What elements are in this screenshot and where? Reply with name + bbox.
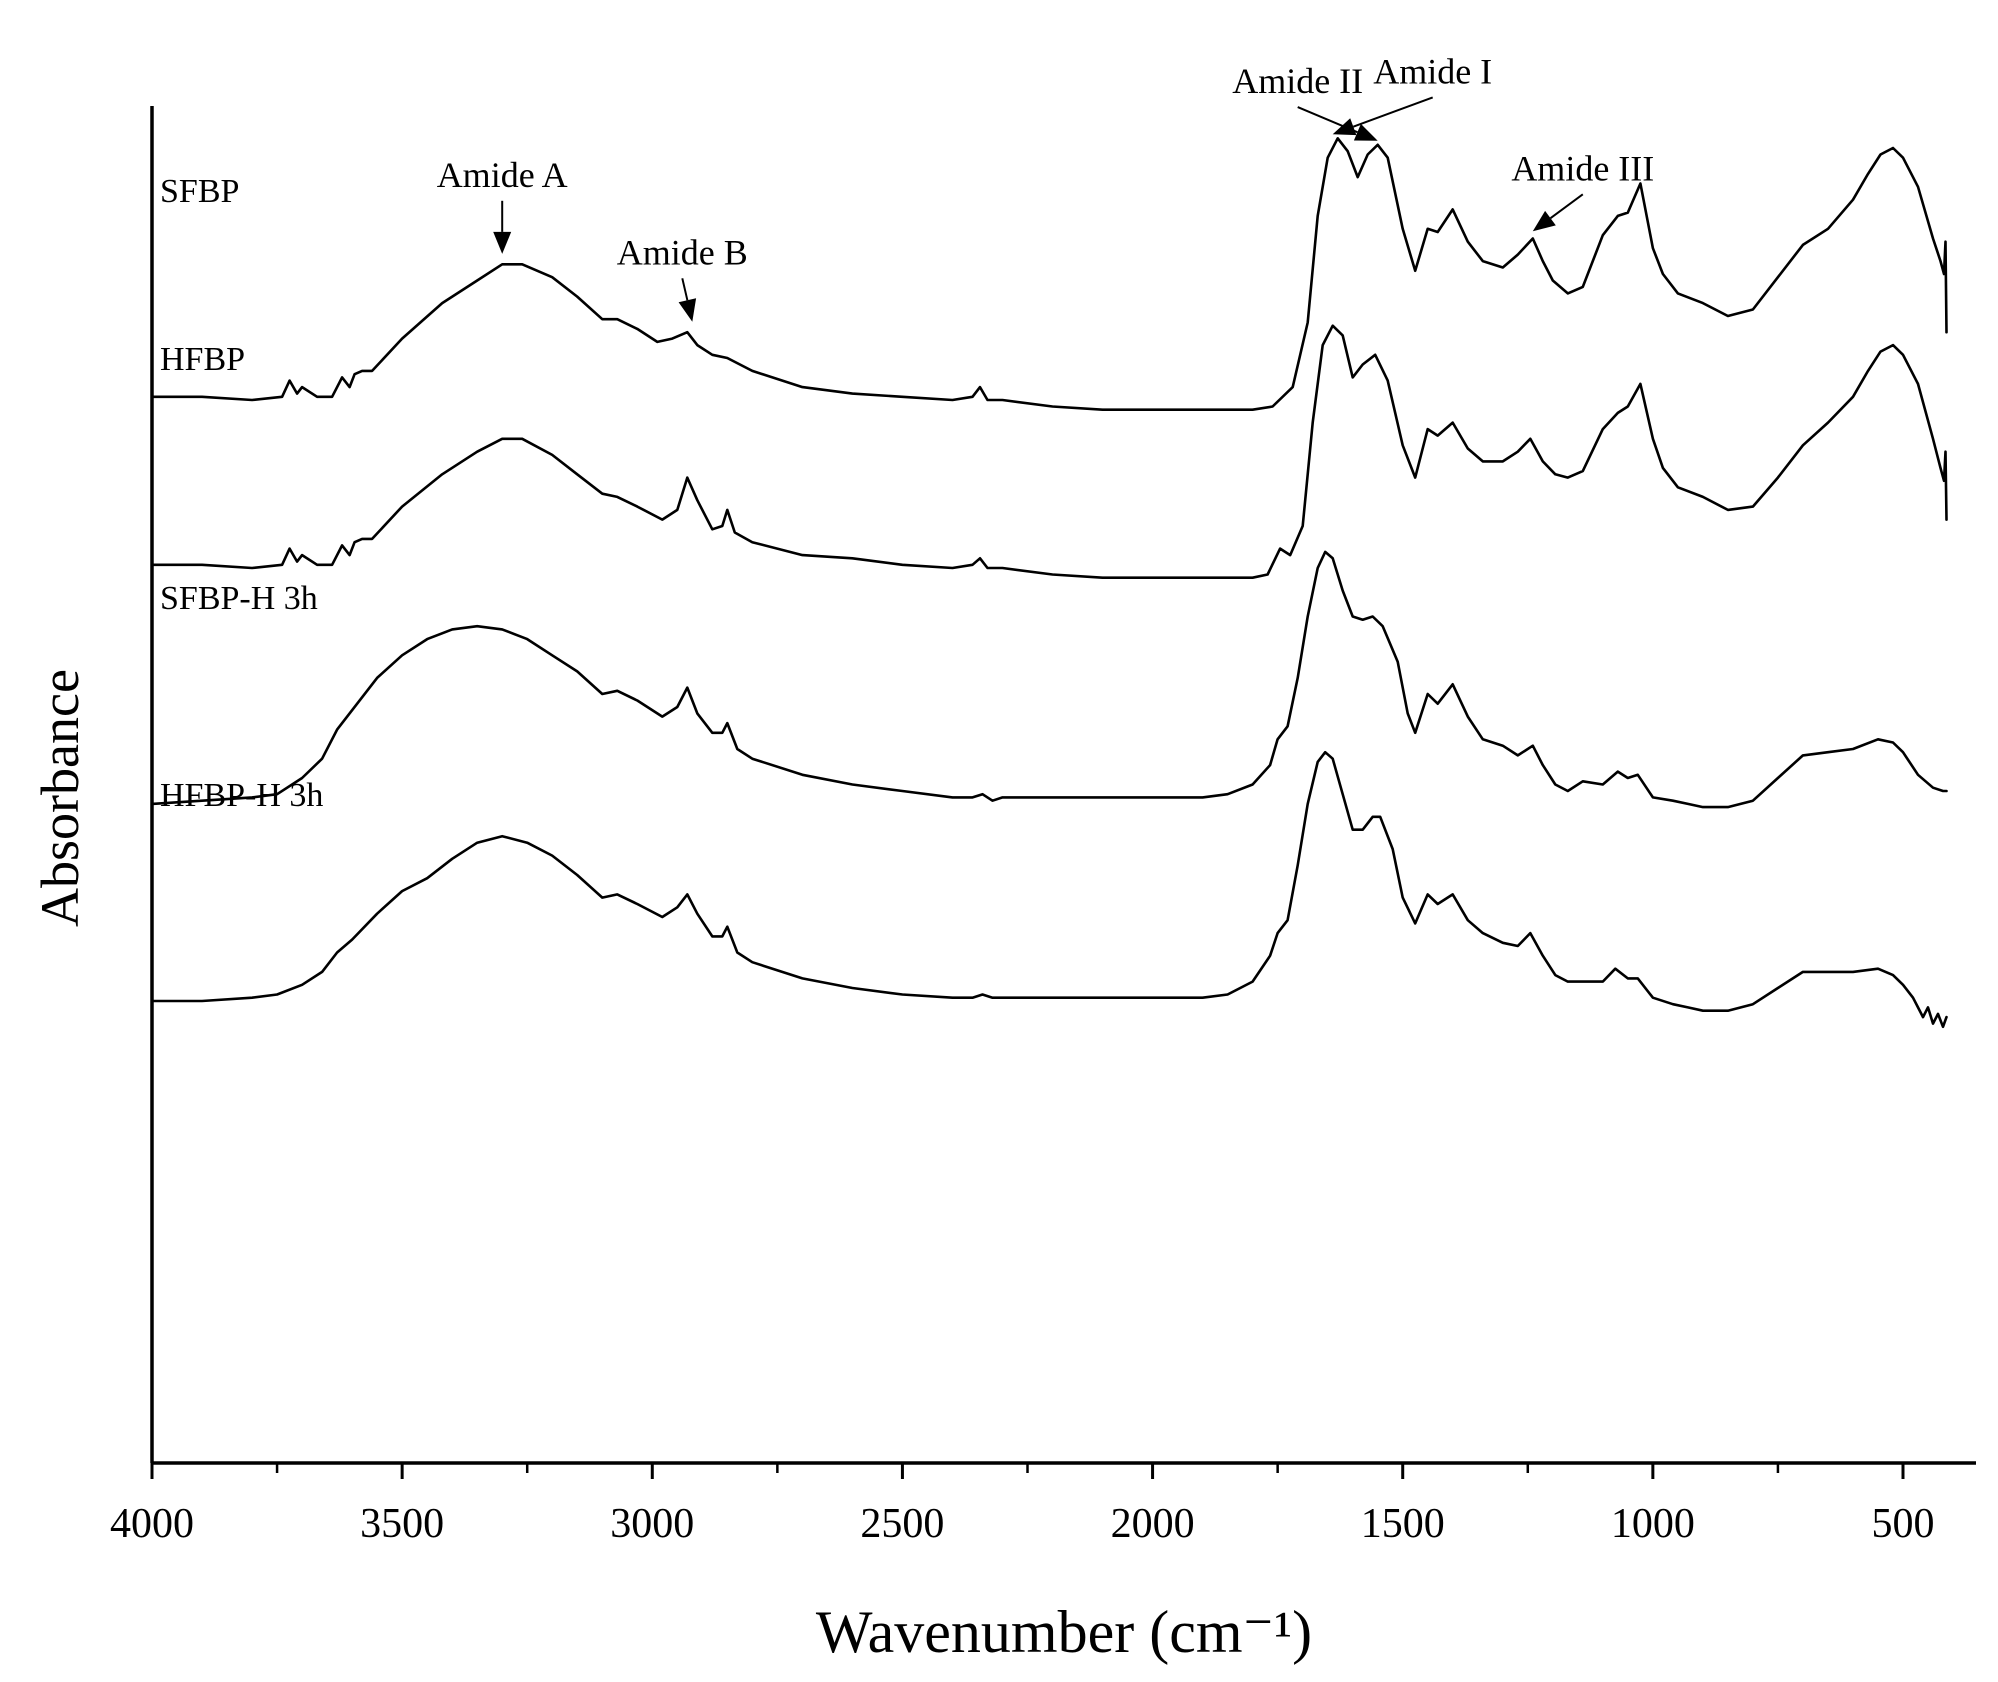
y-axis-label: Absorbance bbox=[30, 669, 90, 927]
annotation-label-amide-a: Amide A bbox=[437, 155, 568, 195]
annotation-label-amide-iii: Amide III bbox=[1511, 148, 1654, 188]
annotation-label-amide-i: Amide I bbox=[1373, 51, 1492, 91]
annotation-arrowhead-amide-iii bbox=[1532, 210, 1556, 232]
axis-layer: 4000 3500 3000 2500 2000 1500 1000 500 bbox=[110, 106, 1976, 1547]
series-line-hfbp bbox=[150, 324, 1948, 579]
series-label-hfbp-h-3h: HFBP-H 3h bbox=[160, 777, 323, 814]
annotation-arrowhead-amide-ii bbox=[1353, 123, 1378, 141]
series-line-sfbp bbox=[150, 137, 1948, 411]
x-axis-label: Wavenumber (cm⁻¹) bbox=[816, 1599, 1312, 1665]
annotation-arrow-amide-b bbox=[681, 278, 689, 301]
series-line-hfbp-h-3h bbox=[150, 750, 1948, 1029]
annotation-arrow-amide-iii bbox=[1549, 193, 1584, 220]
x-tick-label-2500: 2500 bbox=[860, 1501, 944, 1547]
series-layer: SFBP HFBP SFBP-H 3h HFBP-H 3h bbox=[150, 137, 1948, 1029]
annotation-label-amide-b: Amide B bbox=[617, 232, 748, 272]
x-tick-label-1000: 1000 bbox=[1611, 1501, 1695, 1547]
x-tick-label-2000: 2000 bbox=[1111, 1501, 1195, 1547]
series-label-hfbp: HFBP bbox=[160, 341, 245, 378]
series-label-sfbp-h-3h: SFBP-H 3h bbox=[160, 580, 318, 617]
x-tick-label-3000: 3000 bbox=[610, 1501, 694, 1547]
annotation-arrowhead-amide-b bbox=[678, 298, 697, 322]
series-line-sfbp-h-3h bbox=[150, 550, 1948, 809]
x-tick-label-4000: 4000 bbox=[110, 1501, 194, 1547]
x-tick-label-1500: 1500 bbox=[1361, 1501, 1445, 1547]
x-tick-label-3500: 3500 bbox=[360, 1501, 444, 1547]
x-tick-label-500: 500 bbox=[1872, 1501, 1935, 1547]
annotation-arrow-amide-i bbox=[1352, 96, 1434, 128]
series-label-sfbp: SFBP bbox=[160, 173, 239, 210]
annotation-label-amide-ii: Amide II bbox=[1232, 61, 1363, 101]
annotation-arrow-amide-ii bbox=[1297, 106, 1358, 134]
annotation-arrowhead-amide-a bbox=[493, 231, 512, 254]
